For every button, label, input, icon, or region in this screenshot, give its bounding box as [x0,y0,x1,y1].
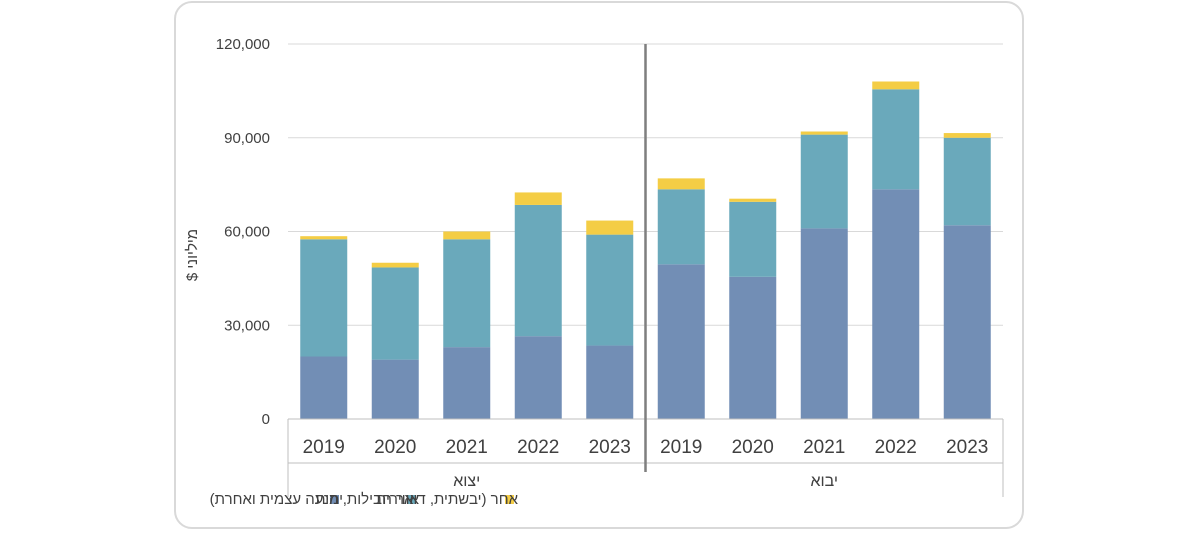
x-tick-label: 2022 [875,437,917,458]
x-tick-label: 2020 [374,437,416,458]
bar-segment [943,133,991,138]
bar-segment [657,264,705,419]
x-tick-label: 2021 [803,437,845,458]
bar-segment [872,81,920,90]
legend-label: אחר (יבשתית, דואר חבילות, הנעה עצמית ואח… [210,491,519,508]
bar-segment [800,228,848,419]
bar-segment [586,234,634,346]
bar-segment [657,189,705,265]
legend-swatch [505,495,514,504]
bar-segment [729,198,777,202]
x-tick-label: 2023 [946,437,988,458]
y-axis-title: מיליוני $ [184,229,201,281]
y-tick-label: 0 [262,411,270,428]
y-tick-label: 90,000 [224,130,270,147]
bar-segment [729,276,777,419]
x-tick-label: 2020 [732,437,774,458]
group-label: יבוא [810,473,838,490]
x-tick-label: 2019 [660,437,702,458]
bar-segment [586,220,634,235]
legend-label: אווירית [376,491,420,508]
x-tick-label: 2023 [589,437,631,458]
bar-segment [943,225,991,419]
group-label: יצוא [453,473,480,490]
bar-segment [300,356,348,419]
bar-segment [800,134,848,229]
bar-segment [443,239,491,348]
bar-segment [371,267,419,360]
x-tick-label: 2021 [446,437,488,458]
legend-label: ימית [315,491,343,508]
x-tick-label: 2022 [517,437,559,458]
bar-segment [443,231,491,240]
bar-segment [586,345,634,419]
bar-segment [300,236,348,240]
bar-segment [657,178,705,190]
y-tick-label: 60,000 [224,224,270,241]
bar-segment [872,89,920,190]
bar-segment [443,347,491,419]
bar-segment [943,137,991,226]
bar-segment [800,131,848,135]
legend-swatch [407,495,416,504]
bar-segment [872,189,920,419]
x-tick-label: 2019 [303,437,345,458]
axes [287,44,1004,497]
bar-segment [300,239,348,357]
bars [300,81,991,419]
y-tick-label: 120,000 [216,36,270,53]
legend-swatch [330,495,339,504]
bar-segment [514,336,562,419]
labels: 0 30,000 60,000 90,000 120,000 2019 2020 2021 20… [216,36,989,490]
bar-segment [514,192,562,205]
y-tick-label: 30,000 [224,317,270,334]
bar-segment [514,204,562,337]
bar-segment [371,359,419,419]
bar-segment [371,262,419,268]
bar-segment [729,201,777,277]
